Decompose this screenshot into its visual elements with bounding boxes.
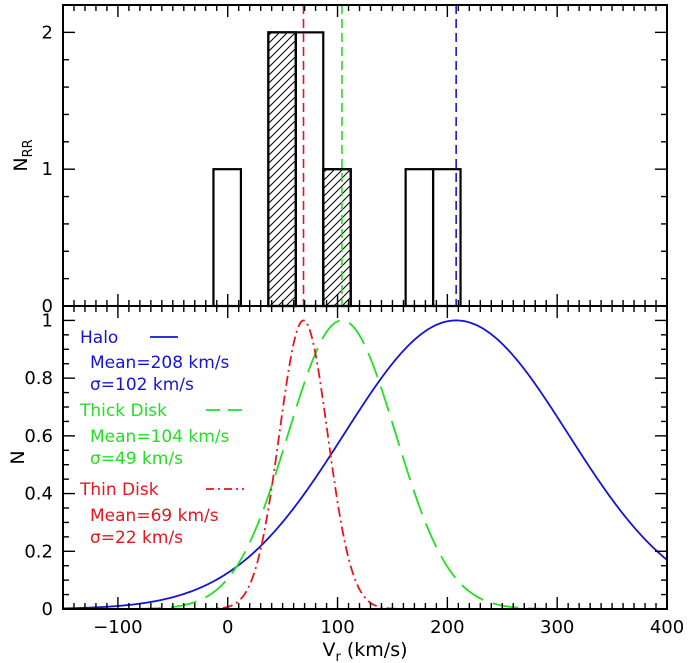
y-tick-label: 0.4 [24, 484, 53, 505]
top-panel-frame [62, 4, 668, 307]
gaussian-panel: −100 0 100 200 300 400 0 0.2 0.4 0.6 0.8 1 N Vr (km/s… [7, 305, 684, 663]
legend-mean-halo: Mean=208 km/s [90, 353, 230, 373]
histogram-bar-all-4 [404, 168, 435, 308]
y-tick-label: 1 [42, 159, 53, 180]
x-tick-label: 300 [540, 617, 574, 638]
x-tick-label: 400 [650, 617, 684, 638]
histogram-bar-subset-1 [322, 168, 352, 308]
y-tick-label: 1 [42, 310, 53, 331]
x-tick-label: 0 [222, 617, 233, 638]
legend-sigma-halo: σ=102 km/s [90, 375, 194, 395]
legend-title-thick-disk: Thick Disk [79, 401, 167, 421]
histogram-bar-all-2 [294, 31, 325, 308]
legend-title-halo: Halo [80, 328, 118, 348]
legend-sigma-thick-disk: σ=49 km/s [90, 449, 183, 469]
x-axis-title: Vr (km/s) [322, 639, 407, 663]
histogram-bar-subset-0 [267, 31, 297, 308]
y-tick-label: 0.2 [24, 541, 53, 562]
y-tick-label: 0.8 [24, 368, 53, 389]
curve-halo [62, 319, 668, 610]
legend: Halo Mean=208 km/sσ=102 km/s Thick Disk Mea… [79, 328, 246, 548]
legend-mean-thick-disk: Mean=104 km/s [90, 427, 230, 447]
histogram-bar-all-0 [212, 168, 243, 308]
legend-sigma-thin-disk: σ=22 km/s [90, 528, 183, 548]
y-tick-label: 0 [42, 599, 53, 620]
y-tick-label: 2 [42, 22, 53, 43]
top-y-axis-title: NRR [10, 139, 36, 171]
bottom-panel-frame [62, 305, 668, 610]
y-tick-label: 0 [42, 296, 53, 317]
x-tick-label: −100 [93, 617, 142, 638]
x-tick-label: 200 [430, 617, 464, 638]
bottom-y-axis-title: N [7, 450, 29, 464]
legend-mean-thin-disk: Mean=69 km/s [90, 506, 219, 526]
y-tick-label: 0.6 [24, 426, 53, 447]
legend-title-thin-disk: Thin Disk [79, 480, 159, 500]
histogram-panel: 0 1 2 NRR [10, 4, 668, 317]
x-tick-label: 100 [320, 617, 354, 638]
